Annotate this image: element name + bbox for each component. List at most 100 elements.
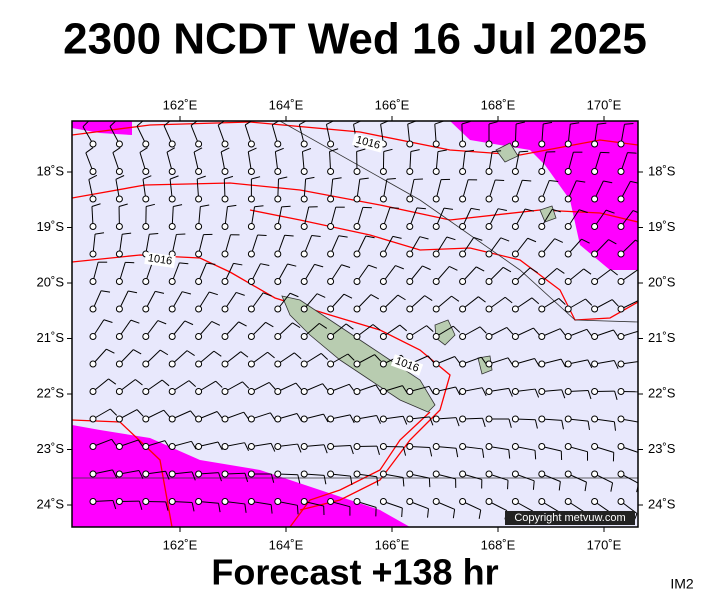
barb-station — [459, 388, 467, 395]
barb-flag — [374, 354, 382, 362]
barb-station — [617, 498, 625, 505]
barb-station — [195, 498, 203, 505]
barb-flag — [416, 207, 426, 210]
barb-flag — [372, 324, 381, 331]
barb-flag — [323, 444, 328, 454]
barb-station — [327, 415, 335, 423]
barb-flag — [608, 239, 617, 245]
barb-station — [511, 388, 519, 395]
barb-station — [406, 223, 414, 230]
lon-label: 168˚E — [481, 97, 516, 112]
barb-flag — [272, 121, 280, 126]
barb-flag — [531, 297, 540, 305]
barb-station — [221, 360, 229, 368]
barb-station — [617, 195, 625, 203]
barb-station — [511, 443, 519, 450]
barb-station — [247, 140, 255, 148]
barb-flag — [270, 443, 276, 452]
barb-flag — [191, 471, 196, 481]
barb-flag — [163, 409, 171, 418]
barb-flag — [585, 298, 593, 306]
barb-station — [115, 415, 123, 423]
barb-station — [115, 360, 123, 368]
barb-flag — [610, 482, 614, 492]
barb-station — [564, 333, 572, 340]
barb-station — [406, 415, 414, 423]
barb-flag — [370, 294, 380, 300]
barb-flag — [191, 441, 197, 450]
barb-flag — [294, 352, 302, 360]
barb-station — [564, 443, 572, 450]
barb-flag — [200, 204, 210, 208]
barb-flag — [179, 262, 189, 265]
barb-station — [115, 195, 123, 203]
barb-station — [538, 250, 546, 258]
barb-station — [221, 195, 229, 203]
barb-station — [432, 360, 440, 368]
barb-flag — [166, 147, 176, 153]
barb-station — [564, 168, 572, 175]
lat-label: 21˚S — [37, 330, 65, 345]
barb-station — [327, 498, 335, 505]
barb-station — [115, 388, 123, 395]
barb-flag — [217, 441, 223, 451]
barb-flag — [613, 360, 619, 369]
barb-station — [221, 223, 229, 230]
barb-station — [379, 360, 387, 368]
barb-station — [247, 250, 255, 258]
barb-flag — [149, 233, 159, 235]
barb-flag — [473, 236, 483, 241]
barb-flag — [549, 179, 559, 183]
barb-flag — [570, 122, 580, 125]
barb-flag — [452, 325, 461, 333]
barb-station — [168, 195, 176, 203]
barb-flag — [91, 203, 101, 208]
barb-station — [195, 195, 203, 203]
barb-station — [195, 470, 203, 478]
barb-flag — [583, 268, 592, 275]
barb-station — [432, 140, 440, 148]
barb-flag — [508, 418, 512, 428]
barb-station — [591, 443, 599, 450]
barb-flag — [639, 300, 645, 307]
barb-station — [459, 250, 467, 258]
barb-station — [353, 223, 361, 230]
barb-flag — [218, 503, 221, 513]
barb-station — [115, 498, 123, 505]
barb-station — [168, 388, 176, 395]
lon-label: 170˚E — [587, 537, 622, 552]
barb-station — [617, 168, 625, 175]
barb-station — [247, 498, 255, 505]
barb-flag — [368, 264, 378, 269]
barb-station — [564, 195, 572, 203]
barb-flag — [376, 446, 380, 455]
barb-flag — [289, 292, 299, 298]
barb-station — [406, 278, 414, 285]
barb-station — [485, 305, 493, 313]
isobar-label: 1016 — [147, 252, 173, 267]
barb-station — [459, 443, 467, 450]
barb-station — [511, 305, 519, 313]
barb-flag — [142, 175, 152, 180]
barb-station — [168, 278, 176, 285]
barb-station — [142, 388, 150, 395]
barb-station — [300, 250, 308, 258]
barb-flag — [455, 386, 461, 396]
barb-station — [89, 140, 97, 148]
barb-flag — [464, 149, 475, 153]
barb-station — [327, 278, 335, 285]
barb-station — [300, 195, 308, 203]
barb-station — [379, 195, 387, 203]
barb-flag — [115, 175, 125, 180]
barb-station — [379, 305, 387, 313]
barb-flag — [427, 355, 435, 364]
barb-station — [168, 498, 176, 505]
barb-station — [591, 470, 599, 478]
barb-flag — [399, 324, 407, 332]
barb-station — [379, 443, 387, 450]
barb-station — [89, 360, 97, 368]
barb-flag — [376, 415, 381, 424]
barb-flag — [578, 209, 588, 213]
barb-station — [327, 388, 335, 395]
isobar-label-group: 1016 — [144, 251, 176, 269]
